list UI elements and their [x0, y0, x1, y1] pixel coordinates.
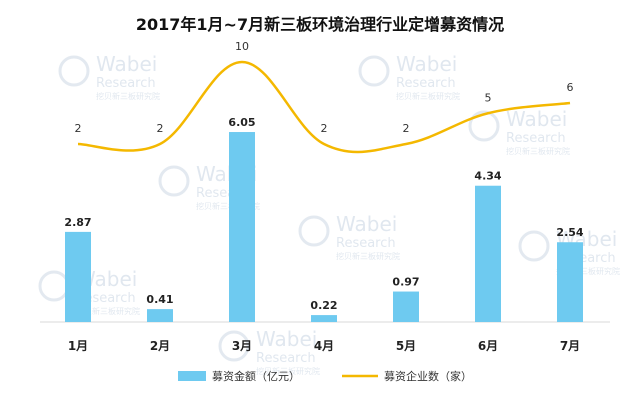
x-tick-label: 2月 [150, 339, 170, 353]
watermark-logo-icon [158, 165, 190, 197]
line-value-label: 2 [403, 122, 410, 135]
bar [557, 242, 583, 322]
watermark-cn: 挖贝新三板研究院 [256, 366, 320, 376]
bar [393, 291, 419, 322]
watermark-logo-icon [358, 55, 390, 87]
watermark-brand: Wabei [506, 107, 567, 131]
bar-series: 2.87 0.41 6.05 0.22 0.97 4.34 2.54 [64, 116, 584, 322]
watermark-logo-icon [38, 270, 70, 302]
bar-value-label: 2.87 [64, 216, 91, 229]
bar [65, 231, 91, 322]
watermark-logo-icon [468, 110, 500, 142]
line-value-label: 5 [485, 91, 492, 104]
legend-label-count: 募资企业数（家） [384, 369, 472, 383]
watermark-logo-icon [298, 215, 330, 247]
watermark-sub: Research [396, 76, 456, 91]
watermark-sub: Research [336, 236, 396, 251]
x-tick-label: 7月 [560, 339, 580, 353]
x-tick-label: 3月 [232, 339, 252, 353]
legend: 募资金额（亿元） 募资企业数（家） [178, 369, 472, 383]
watermark-sub: Research [506, 131, 566, 146]
bar-value-label: 0.22 [310, 299, 337, 312]
watermark-sub: Research [96, 76, 156, 91]
x-tick-label: 5月 [396, 339, 416, 353]
watermark-logo-icon [58, 55, 90, 87]
bar-value-label: 4.34 [474, 170, 501, 183]
line-value-label: 2 [321, 122, 328, 135]
bar-value-label: 0.41 [146, 293, 173, 306]
line-value-label: 2 [75, 122, 82, 135]
watermark-cn: 挖贝新三板研究院 [336, 251, 400, 261]
watermark-brand: Wabei [396, 52, 457, 76]
x-axis-ticks: 1月 2月 3月 4月 5月 6月 7月 [68, 339, 580, 353]
bar [229, 132, 255, 322]
bar [311, 315, 337, 322]
watermark-cn: 挖贝新三板研究院 [196, 201, 260, 211]
line-series-path [77, 60, 571, 154]
watermark-brand: Wabei [96, 52, 157, 76]
line-value-label: 6 [567, 81, 574, 94]
line-value-label: 10 [235, 40, 249, 53]
watermark-logo-icon [218, 330, 250, 362]
watermark-sub: Research [256, 351, 316, 366]
watermark-cn: 挖贝新三板研究院 [506, 146, 570, 156]
watermark-logo-icon [518, 230, 550, 262]
watermark-cn: 挖贝新三板研究院 [96, 91, 160, 101]
watermark-brand: Wabei [256, 327, 317, 351]
watermark-cn: 挖贝新三板研究院 [76, 306, 140, 316]
watermark-brand: Wabei [336, 212, 397, 236]
legend-label-amount: 募资金额（亿元） [212, 369, 300, 383]
x-tick-label: 4月 [314, 339, 334, 353]
x-tick-label: 6月 [478, 339, 498, 353]
x-tick-label: 1月 [68, 339, 88, 353]
legend-swatch-bar [178, 371, 206, 381]
line-series: 2 2 10 2 2 5 6 [75, 40, 574, 154]
watermark-cn: 挖贝新三板研究院 [556, 266, 620, 276]
bar-value-label: 6.05 [228, 116, 255, 129]
bar [147, 309, 173, 322]
bar [475, 185, 501, 322]
bar-value-label: 2.54 [556, 226, 583, 239]
watermark-cn: 挖贝新三板研究院 [396, 91, 460, 101]
chart-title: 2017年1月~7月新三板环境治理行业定增募资情况 [136, 15, 504, 34]
bar-value-label: 0.97 [392, 276, 419, 289]
watermark-layer: WabeiResearch挖贝新三板研究院WabeiResearch挖贝新三板研… [38, 52, 620, 376]
line-value-label: 2 [157, 122, 164, 135]
